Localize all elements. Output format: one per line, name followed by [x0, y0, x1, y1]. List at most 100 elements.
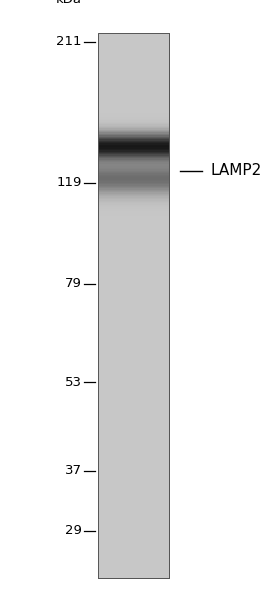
- Bar: [98, 450, 169, 451]
- Bar: [98, 60, 169, 62]
- Bar: [98, 74, 169, 75]
- Bar: [98, 130, 169, 131]
- Bar: [98, 420, 169, 421]
- Bar: [98, 334, 169, 335]
- Bar: [98, 154, 169, 156]
- Bar: [98, 503, 169, 504]
- Bar: [98, 363, 169, 364]
- Bar: [98, 239, 169, 240]
- Bar: [98, 117, 169, 119]
- Bar: [98, 90, 169, 92]
- Bar: [98, 509, 169, 510]
- Bar: [98, 404, 169, 405]
- Bar: [98, 341, 169, 342]
- Bar: [98, 244, 169, 246]
- Bar: [98, 98, 169, 99]
- Bar: [98, 203, 169, 205]
- Bar: [98, 198, 169, 199]
- Bar: [98, 64, 169, 66]
- Bar: [98, 383, 169, 385]
- Bar: [98, 269, 169, 270]
- Bar: [98, 574, 169, 575]
- Bar: [98, 564, 169, 566]
- Bar: [98, 372, 169, 374]
- Bar: [98, 435, 169, 436]
- Bar: [98, 126, 169, 127]
- Bar: [98, 113, 169, 115]
- Bar: [98, 479, 169, 480]
- Bar: [98, 162, 169, 164]
- Bar: [98, 134, 169, 135]
- Bar: [98, 263, 169, 265]
- Bar: [98, 250, 169, 251]
- Bar: [98, 575, 169, 577]
- Bar: [98, 124, 169, 126]
- Bar: [98, 71, 169, 72]
- Bar: [98, 288, 169, 289]
- Bar: [98, 518, 169, 519]
- Bar: [98, 137, 169, 138]
- Bar: [98, 69, 169, 71]
- Bar: [98, 403, 169, 404]
- Bar: [98, 342, 169, 344]
- Bar: [98, 547, 169, 548]
- Bar: [98, 168, 169, 170]
- Bar: [98, 548, 169, 549]
- Bar: [98, 476, 169, 477]
- Bar: [98, 418, 169, 419]
- Bar: [98, 52, 169, 53]
- Bar: [98, 419, 169, 420]
- Bar: [98, 307, 169, 308]
- Bar: [98, 412, 169, 413]
- Bar: [98, 43, 169, 44]
- Bar: [98, 345, 169, 346]
- Bar: [98, 524, 169, 525]
- Bar: [98, 472, 169, 473]
- Bar: [98, 285, 169, 286]
- Bar: [98, 167, 169, 168]
- Bar: [98, 276, 169, 277]
- Bar: [98, 82, 169, 83]
- Bar: [98, 165, 169, 167]
- Bar: [98, 494, 169, 495]
- Bar: [98, 514, 169, 515]
- Bar: [98, 291, 169, 292]
- Bar: [98, 462, 169, 464]
- Bar: [98, 120, 169, 122]
- Bar: [98, 559, 169, 560]
- Bar: [98, 434, 169, 435]
- Bar: [98, 187, 169, 188]
- Bar: [98, 532, 169, 533]
- Bar: [98, 566, 169, 567]
- Bar: [98, 359, 169, 360]
- Bar: [98, 536, 169, 537]
- Bar: [98, 240, 169, 241]
- Bar: [98, 464, 169, 465]
- Bar: [98, 122, 169, 123]
- Bar: [98, 491, 169, 492]
- Bar: [98, 348, 169, 349]
- Bar: [98, 191, 169, 192]
- Bar: [98, 360, 169, 361]
- Bar: [98, 78, 169, 79]
- Bar: [98, 232, 169, 233]
- Bar: [98, 371, 169, 372]
- Bar: [98, 568, 169, 570]
- Bar: [98, 519, 169, 521]
- Bar: [98, 157, 169, 158]
- Bar: [98, 302, 169, 304]
- Bar: [98, 267, 169, 269]
- Bar: [98, 192, 169, 193]
- Bar: [98, 226, 169, 228]
- Bar: [98, 465, 169, 466]
- Bar: [98, 455, 169, 457]
- Bar: [98, 116, 169, 117]
- Bar: [98, 409, 169, 410]
- Bar: [98, 364, 169, 365]
- Text: 29: 29: [65, 524, 82, 537]
- Bar: [98, 251, 169, 252]
- Bar: [98, 458, 169, 459]
- Bar: [98, 48, 169, 49]
- Bar: [98, 311, 169, 312]
- Bar: [98, 555, 169, 556]
